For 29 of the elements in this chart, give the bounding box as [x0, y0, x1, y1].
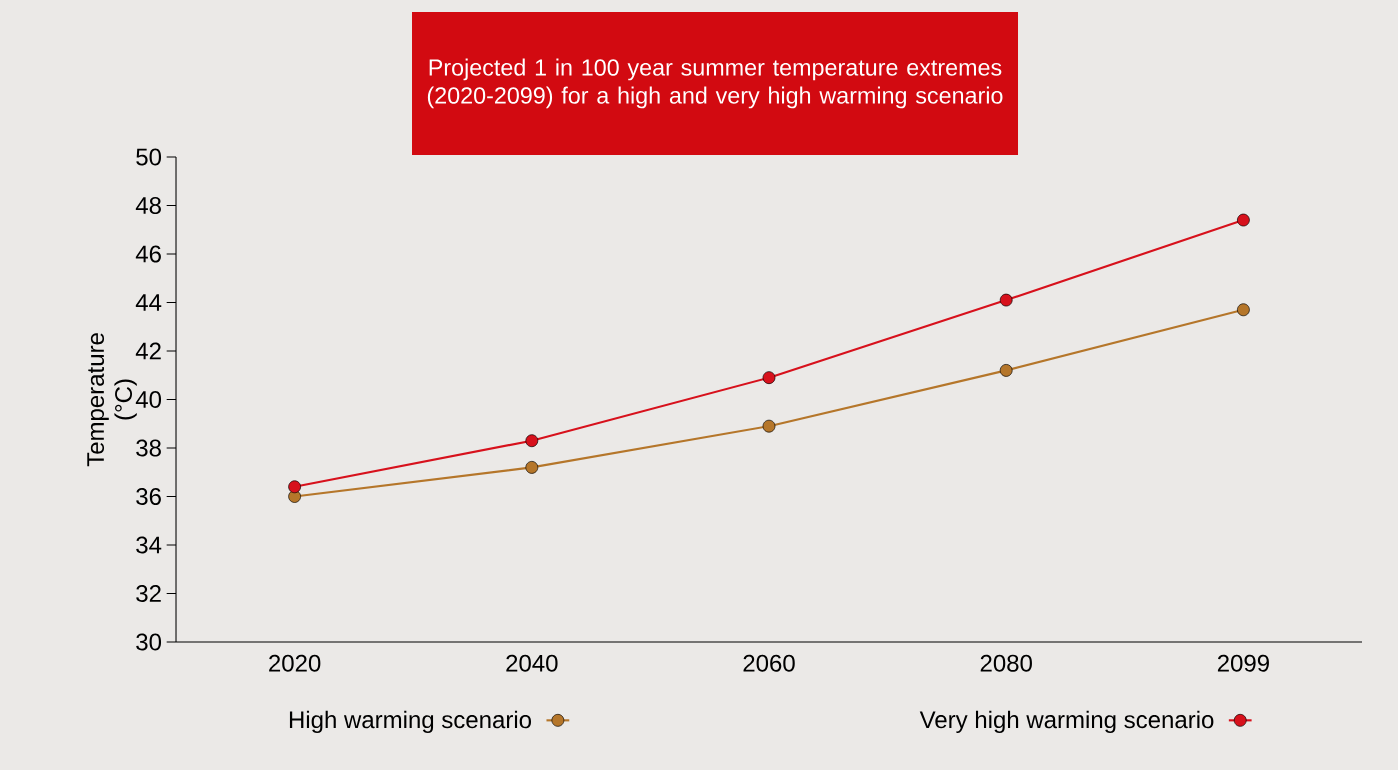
point [288, 480, 301, 494]
point [1237, 213, 1250, 227]
point [525, 461, 539, 474]
point [525, 434, 539, 448]
point [762, 419, 776, 433]
y-tick-label: 42 [135, 342, 161, 360]
y-tick-label: 34 [136, 536, 162, 554]
point [999, 364, 1013, 377]
x-tick-label: 2080 [980, 654, 1032, 672]
y-axis-title: Temperature (°C) [87, 333, 137, 467]
x-tick-label: 2040 [506, 654, 558, 672]
point [999, 293, 1013, 307]
y-tick-label: 50 [136, 148, 162, 166]
point [762, 371, 776, 385]
x-tick-label: 2099 [1217, 654, 1269, 672]
y-tick-label: 44 [135, 294, 162, 311]
x-tick-label: 2060 [743, 654, 795, 672]
y-tick-label: 36 [136, 487, 161, 505]
y-tick-label: 48 [135, 196, 161, 214]
legend-label: Very high warming scenario [919, 710, 1214, 734]
point [1237, 303, 1250, 317]
legend-label: High warming scenario [289, 710, 532, 734]
y-tick-label: 46 [135, 245, 161, 263]
chart-title: Projected 1 in 100 year summer temperature extremes (2020-2099) for a high and very high warming scenario [427, 58, 1003, 109]
y-tick-label: 32 [136, 584, 161, 602]
x-tick-label: 2020 [269, 654, 321, 672]
y-tick-label: 30 [136, 633, 162, 651]
y-tick-label: 40 [135, 390, 162, 408]
y-tick-label: 38 [136, 439, 161, 457]
